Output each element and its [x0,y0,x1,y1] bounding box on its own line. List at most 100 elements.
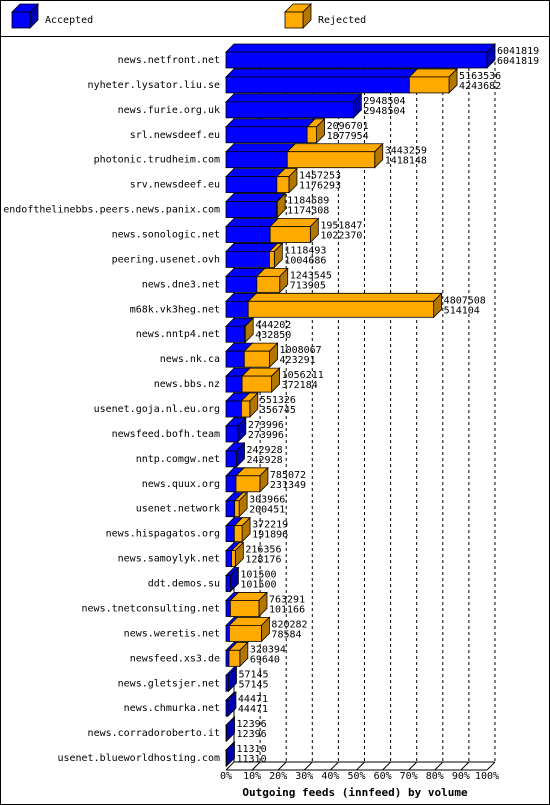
accepted-label: 1176293 [299,181,341,192]
bar-front [225,51,488,69]
bar-front [225,575,231,592]
bar [225,716,236,743]
bar [275,167,298,194]
x-tick-label: 50% [347,771,365,782]
total-label: 444202 [255,320,291,331]
bar-top [225,93,363,103]
x-tick-label: 40% [321,771,339,782]
bar-front [231,550,236,567]
bar-front [225,325,246,343]
category-label: news.hispagatos.org [106,529,220,540]
bar [225,142,297,169]
category-label: news.tnetconsulting.net [82,603,220,614]
bar-front [286,151,376,169]
category-label: srl.newsdeef.eu [130,130,220,141]
x-tick [225,761,235,771]
bar [225,117,317,144]
bar [225,441,246,468]
bar [225,67,419,94]
total-label: 1184589 [287,196,329,207]
x-tick [382,761,391,771]
bar [240,392,259,418]
bar [408,67,459,94]
x-tick [408,761,418,771]
accepted-label: 356745 [260,405,296,416]
bar-front [228,624,262,642]
bar [275,192,287,219]
x-tick [460,761,470,771]
bar [225,666,238,693]
category-label: news.gletsjer.net [118,678,220,689]
bar-front [229,600,260,617]
bar [235,466,269,493]
bar-front [225,350,245,368]
x-tick-label: 0% [220,771,232,782]
category-label: news.furie.org.uk [118,105,220,116]
bar [255,267,289,294]
category-label: ddt.demos.su [148,579,220,590]
bar-front [241,400,251,418]
bar [306,117,326,144]
legend-item: Accepted [11,3,93,29]
bar-top [225,118,317,128]
x-tick-label: 80% [426,771,444,782]
category-label: photonic.trudheim.com [94,155,220,166]
x-tick-label: 70% [400,771,418,782]
bar-front [225,500,236,518]
accepted-label: 101500 [240,580,276,591]
bar-front [11,11,31,29]
total-label: 320394 [250,644,286,655]
bar-front [225,400,242,418]
bar-front [225,600,231,617]
accepted-label: 1418148 [385,156,427,167]
accepted-label: 6041819 [497,56,539,67]
total-label: 303966 [249,495,285,506]
accepted-label: 514104 [444,305,480,316]
category-label: news.bbs.nz [154,379,220,390]
total-label: 763291 [269,594,305,605]
total-label: 3443259 [385,146,427,157]
x-tick [486,761,496,771]
x-tick-label: 100% [475,771,499,782]
total-label: 2096701 [327,121,369,132]
x-tick [434,761,444,771]
total-label: 11310 [236,744,266,755]
category-label: srv.newsdeef.eu [130,180,220,191]
x-tick-label: 30% [295,771,313,782]
accepted-label: 1174308 [287,206,329,217]
category-label: news.dne3.net [142,279,220,290]
bar-top [286,143,384,153]
total-label: 785072 [270,470,306,481]
bar-front [225,699,229,717]
category-label: usenet.network [136,504,220,515]
total-label: 4807508 [444,295,486,306]
legend-label: Rejected [318,15,366,26]
accepted-label: 242928 [246,455,282,466]
bar-front [269,226,311,243]
bar [225,167,286,194]
bar [243,342,279,369]
accepted-label: 713905 [290,280,326,291]
bar [225,741,236,768]
x-tick-label: 60% [374,771,392,782]
category-label: news.samoylyk.net [118,554,220,565]
bar-front [243,350,270,368]
category-label: nyheter.lysator.liu.se [88,80,220,91]
bar-front [225,475,237,493]
bar [225,566,240,593]
bar-front [225,76,410,94]
x-axis-title: Outgoing feeds (innfeed) by volume [242,786,468,799]
bar-front [241,375,273,393]
x-tick-label: 10% [243,771,261,782]
bar-front [225,624,230,642]
accepted-label: 12396 [237,729,267,740]
bar-front [225,724,227,742]
category-label: peering.usenet.ovh [112,254,220,265]
bar-top [225,68,419,78]
category-label: m68k.vk3heg.net [130,304,220,315]
bar-front [408,76,450,94]
bar-front [256,275,281,293]
category-label: newsfeed.bofh.team [112,429,220,440]
bar-front [235,475,261,493]
x-tick [330,761,339,771]
